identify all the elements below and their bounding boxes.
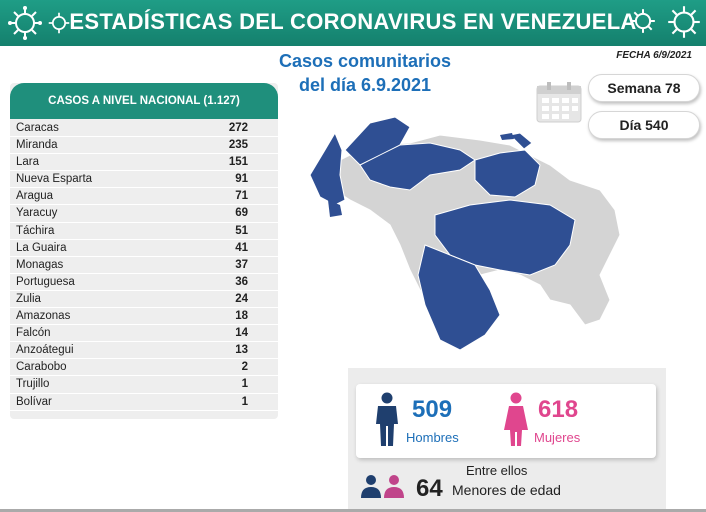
state-name: Lara <box>16 156 40 169</box>
women-label: Mujeres <box>534 430 581 445</box>
state-name: Caracas <box>16 122 59 134</box>
week-badge: Semana 78 <box>588 74 700 102</box>
state-cases: 14 <box>235 327 248 340</box>
state-name: Bolívar <box>16 395 52 408</box>
state-name: Zulia <box>16 292 41 305</box>
table-row: Portuguesa 36 <box>10 274 278 291</box>
men-count: 509 <box>412 396 453 423</box>
table-row: Miranda 235 <box>10 137 278 155</box>
women-count: 618 <box>538 396 579 423</box>
virus-icon <box>8 6 42 40</box>
state-name: Yaracuy <box>16 207 58 220</box>
headline-line1: Casos comunitarios <box>278 51 452 71</box>
virus-icon <box>48 12 70 34</box>
table-row: Trujillo 1 <box>10 376 278 394</box>
state-name: Anzoátegui <box>16 344 74 357</box>
header-banner: ESTADÍSTICAS DEL CORONAVIRUS EN VENEZUEL… <box>0 0 706 46</box>
table-rows: Caracas 272 Miranda 235 Lara 151 Nueva Esparta… <box>10 120 278 411</box>
table-row: Zulia 24 <box>10 291 278 309</box>
state-name: Portuguesa <box>16 275 75 288</box>
man-icon <box>376 392 398 446</box>
map-region-amazonas <box>417 244 501 351</box>
table-header: CASOS A NIVEL NACIONAL (1.127) <box>10 83 278 119</box>
state-cases: 1 <box>241 395 248 408</box>
state-cases: 13 <box>235 344 248 357</box>
state-name: Falcón <box>16 327 51 340</box>
state-cases: 91 <box>235 173 248 186</box>
state-cases: 41 <box>235 241 248 254</box>
bottom-divider <box>0 509 706 512</box>
day-badge: Día 540 <box>588 111 700 139</box>
state-cases: 24 <box>235 292 248 305</box>
cases-table: CASOS A NIVEL NACIONAL (1.127) Caracas 27… <box>10 83 278 419</box>
table-row: Monagas 37 <box>10 257 278 274</box>
table-row: Nueva Esparta 91 <box>10 171 278 189</box>
state-name: Carabobo <box>16 361 67 374</box>
banner-title: ESTADÍSTICAS DEL CORONAVIRUS EN VENEZUEL… <box>69 9 637 34</box>
table-row: Bolívar 1 <box>10 394 278 411</box>
state-name: Nueva Esparta <box>16 173 93 186</box>
state-cases: 18 <box>235 310 248 323</box>
minors-count: 64 <box>416 475 443 502</box>
men-label: Hombres <box>406 430 459 445</box>
map-region-tachira <box>328 200 342 217</box>
woman-icon <box>504 392 528 446</box>
venezuela-map <box>309 116 621 351</box>
calendar-icon <box>536 82 582 123</box>
gender-card: 509 Hombres 618 Mujeres <box>356 384 656 458</box>
headline: Casos comunitarios del día 6.9.2021 <box>250 49 480 97</box>
state-name: Táchira <box>16 224 55 237</box>
headline-line2: del día 6.9.2021 <box>298 75 432 95</box>
minors-label: Menores de edad <box>452 482 561 498</box>
table-row: Amazonas 18 <box>10 308 278 326</box>
state-cases: 272 <box>228 122 248 134</box>
state-cases: 2 <box>241 361 248 374</box>
virus-icon <box>631 9 655 33</box>
state-name: La Guaira <box>16 241 67 254</box>
table-row: Lara 151 <box>10 154 278 172</box>
map-region-monagas <box>508 132 533 150</box>
state-cases: 36 <box>235 275 248 288</box>
map-region-east <box>474 149 541 198</box>
table-row: Táchira 51 <box>10 223 278 240</box>
state-cases: 37 <box>235 258 248 271</box>
state-cases: 235 <box>228 139 248 152</box>
table-row: Falcón 14 <box>10 325 278 343</box>
map-region-nueva-esparta <box>500 133 514 140</box>
state-cases: 69 <box>235 207 248 220</box>
state-name: Aragua <box>16 190 54 203</box>
state-name: Trujillo <box>16 378 50 391</box>
table-row: La Guaira 41 <box>10 240 278 257</box>
table-row: Yaracuy 69 <box>10 205 278 223</box>
date-label: FECHA 6/9/2021 <box>616 50 692 61</box>
state-cases: 51 <box>235 224 248 237</box>
map-region-zulia <box>309 131 346 206</box>
state-name: Amazonas <box>16 310 71 323</box>
state-cases: 151 <box>228 156 248 169</box>
people-icon <box>361 475 404 498</box>
map-region-north-central <box>359 142 476 191</box>
state-name: Monagas <box>16 258 64 271</box>
virus-icon <box>668 6 700 38</box>
table-row: Aragua 71 <box>10 188 278 206</box>
table-row: Anzoátegui 13 <box>10 342 278 360</box>
table-row: Carabobo 2 <box>10 359 278 377</box>
state-cases: 71 <box>235 190 248 203</box>
state-cases: 1 <box>241 378 248 391</box>
table-row: Caracas 272 <box>10 120 278 138</box>
state-name: Miranda <box>16 139 58 152</box>
among-them-label: Entre ellos <box>466 463 528 478</box>
